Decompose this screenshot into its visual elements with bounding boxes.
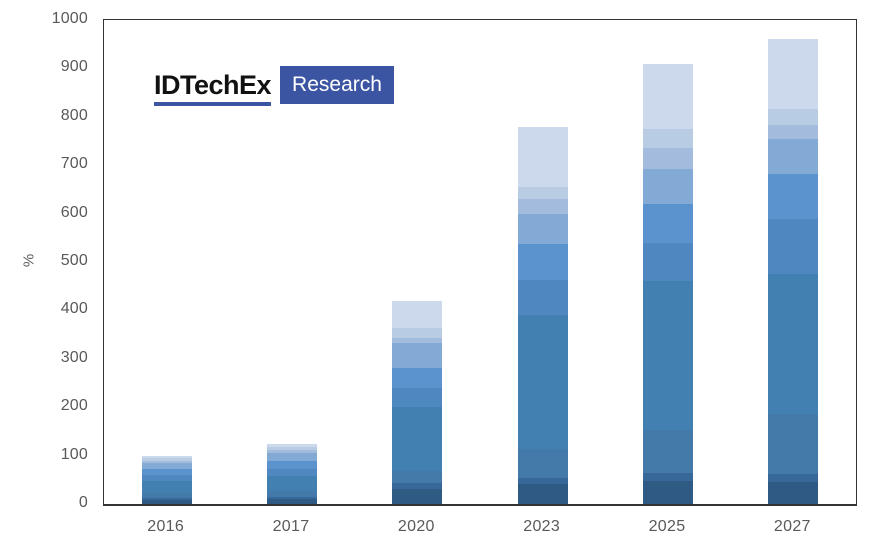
logo-research-box: Research	[280, 66, 394, 104]
bar-segment	[267, 443, 317, 448]
bar-segment	[517, 484, 568, 504]
bar-segment	[768, 124, 819, 140]
bar-segment	[392, 407, 443, 471]
logo-brand-text: IDTechEx	[154, 70, 272, 100]
y-tick-label: 400	[60, 300, 88, 318]
bar-2023	[517, 126, 568, 504]
bar-segment	[141, 480, 192, 493]
bar-2017	[267, 443, 317, 504]
x-tick-label: 2017	[272, 518, 310, 535]
x-tick-label: 2025	[648, 518, 686, 535]
x-tick-label: 2016	[147, 518, 185, 535]
bar-segment	[141, 500, 192, 504]
bar-segment	[267, 496, 317, 500]
bar-segment	[141, 469, 192, 476]
bar-segment	[643, 203, 693, 244]
bar-segment	[517, 213, 568, 244]
bar-segment	[643, 430, 693, 473]
y-tick-label: 600	[60, 203, 88, 221]
bar-segment	[141, 463, 192, 470]
bar-segment	[517, 198, 568, 214]
logo-research-text: Research	[292, 73, 382, 96]
bar-segment	[267, 447, 317, 451]
bar-segment	[141, 475, 192, 481]
bar-segment	[267, 453, 317, 461]
bar-segment	[392, 328, 443, 338]
bar-segment	[267, 490, 317, 497]
bar-segment	[643, 148, 693, 170]
bar-segment	[392, 300, 443, 329]
y-tick-label: 900	[60, 58, 88, 76]
bar-segment	[517, 126, 568, 187]
bar-2020	[392, 300, 443, 504]
bar-segment	[392, 387, 443, 408]
bar-segment	[517, 449, 568, 479]
bar-segment	[141, 497, 192, 501]
logo-underline	[154, 102, 272, 106]
bar-segment	[768, 274, 819, 414]
plot-area: IDTechEx Research	[103, 19, 857, 506]
y-tick-label: 1000	[51, 10, 88, 27]
x-tick-label: 2027	[773, 518, 811, 535]
bar-segment	[643, 472, 693, 481]
bar-2025	[643, 63, 693, 504]
y-tick-label: 200	[60, 397, 88, 415]
x-tick-label: 2023	[523, 518, 561, 535]
bar-segment	[768, 482, 819, 504]
y-tick-label: 0	[78, 494, 88, 511]
bar-segment	[392, 343, 443, 368]
bar-segment	[643, 281, 693, 431]
bar-segment	[643, 169, 693, 204]
bar-segment	[643, 63, 693, 130]
bar-segment	[768, 39, 819, 109]
bar-segment	[768, 108, 819, 125]
bar-segment	[768, 474, 819, 483]
x-axis-ticks: 2016 2017 2020 2023 2025 2027	[103, 518, 855, 542]
logo-brand: IDTechEx	[154, 66, 272, 106]
bar-segment	[141, 460, 192, 464]
bar-segment	[392, 337, 443, 344]
bar-segment	[643, 243, 693, 282]
bar-segment	[267, 476, 317, 491]
bar-segment	[267, 469, 317, 477]
bar-segment	[517, 315, 568, 450]
bar-segment	[643, 480, 693, 504]
bar-segment	[768, 414, 819, 475]
y-tick-label: 800	[60, 106, 88, 124]
y-tick-label: 500	[60, 252, 88, 269]
bar-segment	[392, 367, 443, 388]
bars-container	[104, 20, 856, 504]
bar-segment	[392, 489, 443, 504]
y-tick-label: 700	[60, 155, 88, 173]
bar-segment	[517, 243, 568, 281]
bar-segment	[141, 492, 192, 498]
bar-segment	[517, 478, 568, 485]
bar-segment	[768, 139, 819, 174]
bar-segment	[392, 482, 443, 490]
y-tick-label: 300	[60, 348, 88, 366]
bar-2016	[141, 455, 192, 504]
bar-segment	[141, 455, 192, 459]
bar-2027	[768, 39, 819, 504]
bar-segment	[267, 499, 317, 504]
bar-segment	[517, 186, 568, 199]
bar-segment	[141, 458, 192, 461]
bar-segment	[517, 280, 568, 316]
bar-segment	[768, 173, 819, 219]
bar-segment	[267, 460, 317, 470]
x-tick-label: 2020	[397, 518, 435, 535]
y-axis-ticks: 0 100 200 300 400 500 600 700 800 900 1000	[0, 10, 88, 511]
bar-segment	[392, 470, 443, 483]
bar-segment	[768, 218, 819, 275]
y-tick-label: 100	[60, 445, 88, 463]
idtechex-logo: IDTechEx Research	[154, 66, 394, 106]
bar-segment	[267, 450, 317, 454]
bar-segment	[643, 129, 693, 149]
